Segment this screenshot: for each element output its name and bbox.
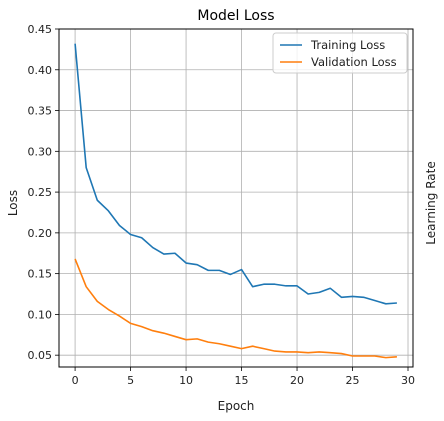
series-line-validation-loss: [74, 258, 397, 359]
chart-title: Model Loss: [197, 8, 274, 24]
x-tick-label: 25: [346, 374, 360, 387]
x-tick-label: 30: [401, 374, 415, 387]
y-tick-label: 0.45: [28, 23, 53, 36]
x-axis-label: Epoch: [218, 399, 255, 413]
y-tick-label: 0.40: [28, 64, 53, 77]
x-tick-label: 15: [235, 374, 249, 387]
y-tick-label: 0.30: [28, 145, 53, 158]
x-tick-label: 10: [179, 374, 193, 387]
y-tick-label: 0.25: [28, 186, 53, 199]
series-lines: [74, 43, 397, 359]
series-line-training-loss: [74, 43, 397, 305]
secondary-y-axis-label: Learning Rate: [424, 161, 438, 244]
x-tick-label: 0: [72, 374, 79, 387]
y-tick-label: 0.20: [28, 227, 53, 240]
x-tick-label: 5: [127, 374, 134, 387]
legend-label-training: Training Loss: [310, 38, 385, 52]
y-tick-label: 0.35: [28, 105, 53, 118]
y-tick-label: 0.15: [28, 268, 53, 281]
grid: [59, 28, 413, 367]
legend-box: [272, 32, 408, 74]
y-ticks: 0.05 0.10 0.15 0.20 0.25 0.30 0.35 0.40 0.45: [28, 23, 59, 362]
y-tick-label: 0.05: [28, 349, 53, 362]
legend-label-validation: Validation Loss: [311, 55, 397, 69]
y-tick-label: 0.10: [28, 308, 53, 321]
x-ticks: 0 5 10 15 20 25 30: [72, 367, 415, 387]
x-tick-label: 20: [290, 374, 304, 387]
legend: Training Loss Validation Loss: [272, 32, 408, 74]
plot-frame: [58, 28, 414, 368]
y-axis-label: Loss: [6, 190, 20, 216]
